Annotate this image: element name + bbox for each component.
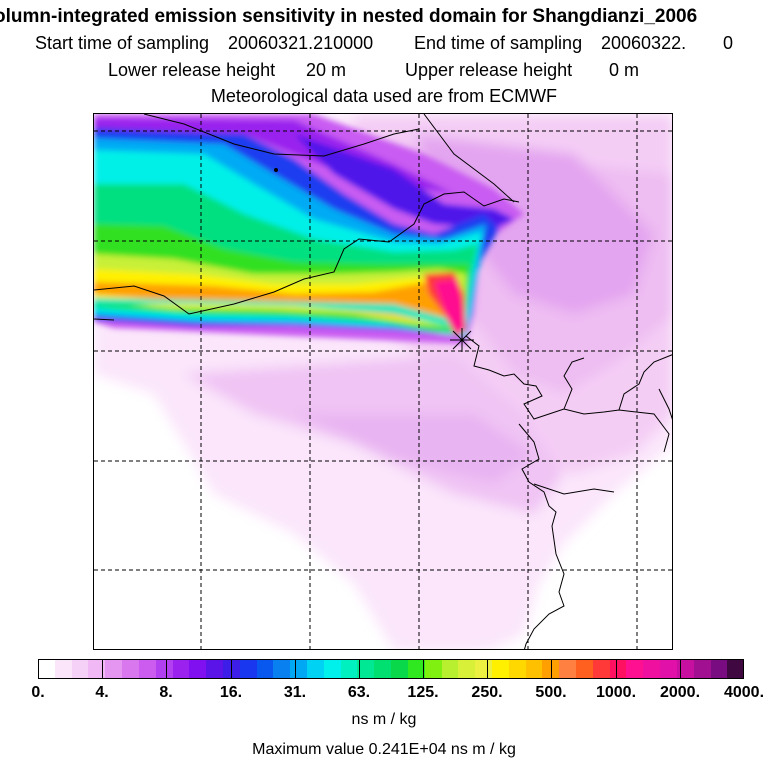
colorbar-segment <box>525 659 543 679</box>
colorbar-tick <box>359 659 360 679</box>
colorbar-tick <box>423 659 424 679</box>
colorbar-label: 8. <box>159 684 173 701</box>
colorbar-segment <box>676 659 694 679</box>
colorbar-label: 500. <box>535 684 567 701</box>
colorbar-segment <box>391 659 408 679</box>
colorbar-tick <box>680 659 681 679</box>
colorbar-segment <box>239 659 257 679</box>
colorbar <box>38 659 745 679</box>
colorbar-segment <box>290 659 307 679</box>
end-time-tail: 0 <box>723 33 734 53</box>
colorbar-label: 0. <box>31 684 45 701</box>
colorbar-tick <box>616 659 617 679</box>
colorbar-segment <box>441 659 459 679</box>
colorbar-segment <box>357 659 375 679</box>
start-time-value: 20060321.210000 <box>228 33 374 53</box>
end-time-value: 20060322. <box>601 33 687 53</box>
met-data-line: Meteorological data used are from ECMWF <box>210 86 558 106</box>
colorbar-segment <box>54 659 72 679</box>
colorbar-label: 16. <box>219 684 243 701</box>
colorbar-segment <box>424 659 442 679</box>
colorbar-segment <box>138 659 156 679</box>
colorbar-tick <box>231 659 232 679</box>
colorbar-segment <box>71 659 89 679</box>
colorbar-segment <box>693 659 711 679</box>
plume-core <box>94 114 524 344</box>
chart-title: olumn-integrated emission sensitivity in… <box>0 6 698 27</box>
colorbar-label: 31. <box>283 684 307 701</box>
colorbar-segment <box>491 659 509 679</box>
colorbar-segment <box>189 659 207 679</box>
colorbar-label: 63. <box>347 684 371 701</box>
colorbar-tick <box>102 659 103 679</box>
colorbar-segment <box>475 659 492 679</box>
colorbar-label: 1000. <box>595 684 637 701</box>
colorbar-label: 4000. <box>723 684 765 701</box>
colorbar-segment <box>256 659 274 679</box>
sensitivity-map <box>93 113 673 650</box>
upper-height-value: 0 m <box>609 60 640 80</box>
colorbar-label: 2000. <box>659 684 701 701</box>
colorbar-segment <box>206 659 223 679</box>
colorbar-segment <box>105 659 123 679</box>
colorbar-segment <box>172 659 190 679</box>
city-dot <box>274 168 278 172</box>
colorbar-segment <box>88 659 106 679</box>
colorbar-segment <box>660 659 677 679</box>
colorbar-segment <box>38 659 55 679</box>
colorbar-segment <box>542 659 560 679</box>
start-time-label: Start time of sampling <box>35 33 210 53</box>
colorbar-segment <box>407 659 425 679</box>
lower-height-label: Lower release height <box>108 60 276 80</box>
colorbar-segment <box>122 659 139 679</box>
map-canvas <box>94 114 672 649</box>
colorbar-label: 125. <box>407 684 439 701</box>
colorbar-tick <box>487 659 488 679</box>
colorbar-segment <box>307 659 324 679</box>
colorbar-segment <box>643 659 661 679</box>
lower-height-value: 20 m <box>306 60 347 80</box>
colorbar-segment <box>155 659 173 679</box>
colorbar-unit: ns m / kg <box>351 711 417 728</box>
colorbar-segment <box>592 659 610 679</box>
colorbar-segment <box>576 659 593 679</box>
colorbar-segment <box>609 659 627 679</box>
coastlines <box>94 114 672 649</box>
colorbar-segment <box>626 659 644 679</box>
upper-height-label: Upper release height <box>405 60 573 80</box>
colorbar-segment <box>710 659 728 679</box>
colorbar-segment <box>508 659 526 679</box>
colorbar-segment <box>727 659 745 679</box>
colorbar-segment <box>273 659 291 679</box>
colorbar-segment <box>374 659 392 679</box>
end-time-label: End time of sampling <box>414 33 583 53</box>
colorbar-tick <box>295 659 296 679</box>
colorbar-segment <box>559 659 576 679</box>
colorbar-tick <box>166 659 167 679</box>
colorbar-segment <box>323 659 341 679</box>
colorbar-label: 4. <box>95 684 109 701</box>
maximum-value-label: Maximum value 0.241E+04 ns m / kg <box>252 741 516 758</box>
colorbar-label: 250. <box>471 684 503 701</box>
star-marker-icon <box>450 328 474 352</box>
colorbar-tick <box>551 659 552 679</box>
colorbar-segment <box>340 659 358 679</box>
colorbar-segment <box>458 659 476 679</box>
